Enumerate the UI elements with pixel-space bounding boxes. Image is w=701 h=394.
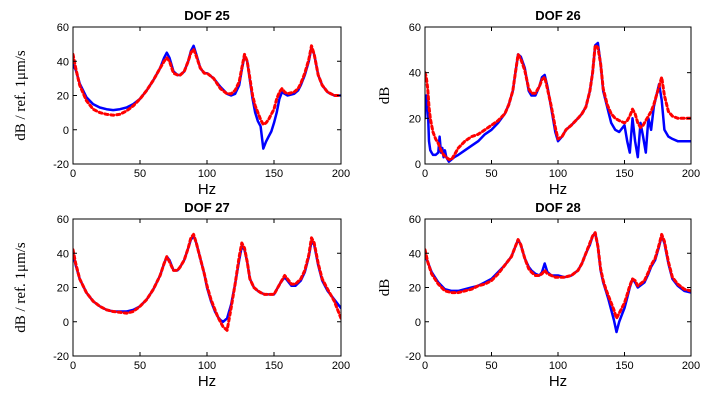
x-tick-label: 50 [485, 168, 497, 180]
y-tick-label: -20 [53, 159, 69, 171]
y-axis-label: dB / ref. 1μm/s [13, 242, 29, 333]
subplot-title: DOF 27 [184, 200, 230, 215]
x-tick-label: 0 [422, 360, 428, 372]
x-tick-label: 200 [682, 360, 700, 372]
x-tick-label: 100 [198, 360, 216, 372]
x-tick-label: 200 [332, 360, 350, 372]
x-tick-label: 100 [198, 168, 216, 180]
solid-series-line [73, 44, 341, 150]
y-tick-label: 20 [409, 283, 421, 295]
axes-box [424, 218, 692, 357]
y-tick-label: 40 [57, 56, 69, 68]
dotted-series-line [73, 232, 341, 332]
y-tick-label: 60 [57, 22, 69, 34]
y-tick-label: 40 [409, 248, 421, 260]
solid-series-line [425, 41, 691, 163]
plot-area [73, 44, 341, 150]
y-tick-label: -20 [405, 351, 421, 363]
x-tick-label: 150 [615, 360, 633, 372]
y-tick-label: -20 [53, 351, 69, 363]
y-tick-label: 0 [63, 125, 69, 137]
y-tick-label: 20 [57, 283, 69, 295]
x-tick-label: 0 [70, 168, 76, 180]
plot-area [73, 232, 341, 332]
x-axis-label: Hz [549, 373, 567, 390]
x-tick-label: 50 [134, 168, 146, 180]
dotted-series-line [425, 43, 691, 161]
y-axis-label: dB [377, 87, 393, 105]
y-axis-label: dB / ref. 1μm/s [13, 50, 29, 141]
x-tick-label: 0 [70, 360, 76, 372]
subplot-title: DOF 28 [535, 200, 581, 215]
x-tick-label: 50 [485, 360, 497, 372]
y-tick-label: 60 [409, 22, 421, 34]
y-tick-label: 0 [415, 317, 421, 329]
solid-series-line [425, 231, 691, 334]
y-tick-label: 40 [57, 248, 69, 260]
y-tick-label: 0 [415, 159, 421, 171]
plot-area [425, 231, 691, 334]
subplot-title: DOF 25 [184, 8, 230, 23]
x-tick-label: 150 [615, 168, 633, 180]
x-tick-label: 150 [265, 168, 283, 180]
x-tick-label: 50 [134, 360, 146, 372]
subplot-2: 0 50 100 150 200 0 20 40 60 DOF 26 Hz dB [377, 8, 700, 198]
axes-box [72, 26, 342, 165]
x-axis-label: Hz [198, 373, 216, 390]
y-tick-label: 60 [57, 214, 69, 226]
y-tick-label: 60 [409, 214, 421, 226]
axes-box [424, 26, 692, 165]
x-tick-label: 0 [422, 168, 428, 180]
x-tick-label: 200 [332, 168, 350, 180]
x-tick-label: 200 [682, 168, 700, 180]
x-tick-label: 150 [265, 360, 283, 372]
plot-area [425, 41, 691, 163]
y-axis-label: dB [377, 279, 393, 297]
x-axis-label: Hz [549, 181, 567, 198]
y-tick-label: 20 [409, 113, 421, 125]
dotted-series-line [73, 44, 341, 127]
y-tick-label: 0 [63, 317, 69, 329]
y-tick-label: 40 [409, 68, 421, 80]
y-tick-label: 20 [57, 91, 69, 103]
x-tick-label: 100 [549, 168, 567, 180]
x-axis-label: Hz [198, 181, 216, 198]
x-tick-label: 100 [549, 360, 567, 372]
subplot-title: DOF 26 [535, 8, 581, 23]
dotted-series-line [425, 231, 691, 320]
